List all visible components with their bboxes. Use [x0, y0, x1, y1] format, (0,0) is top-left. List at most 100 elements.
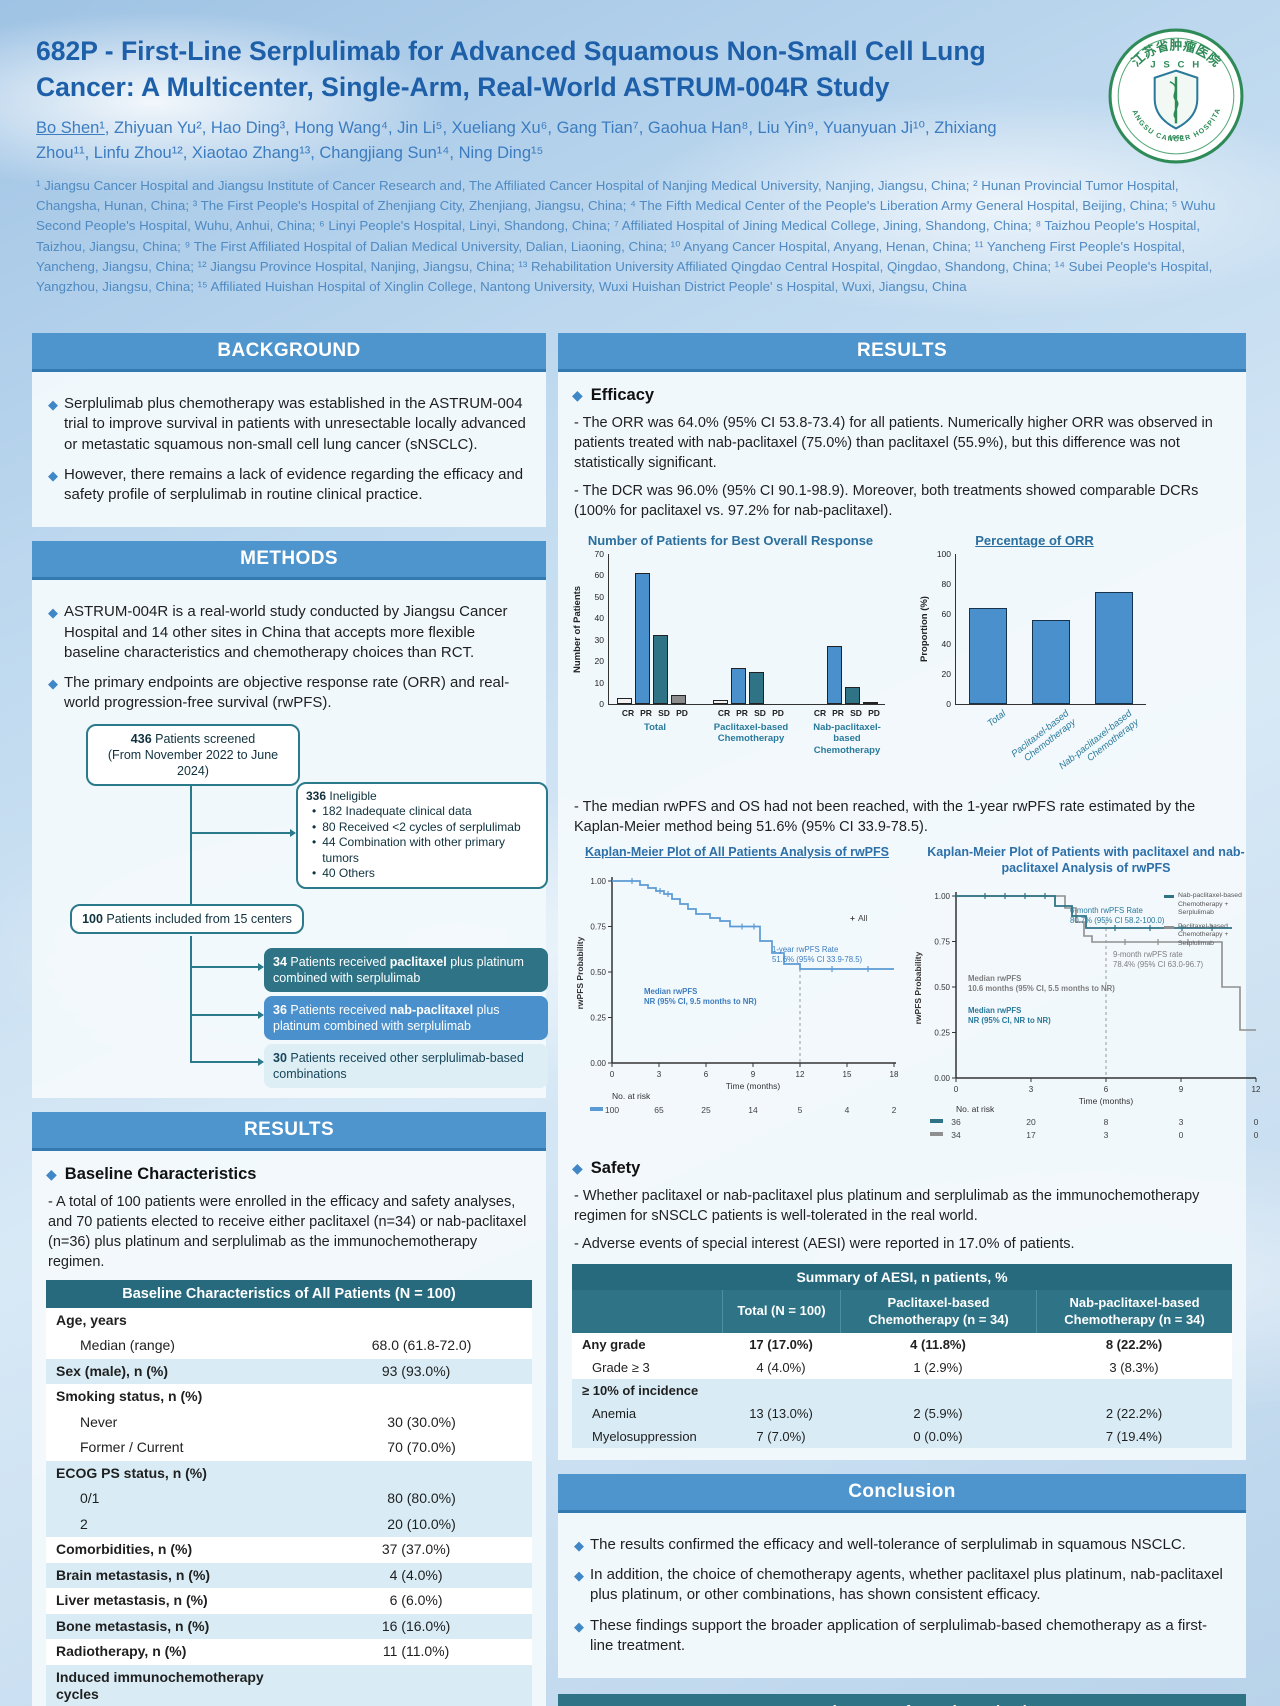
bor-group-nab-paclitaxel	[805, 554, 881, 704]
bor-plot-area	[608, 554, 885, 705]
efficacy-paragraph-3: - The median rwPFS and OS had not been r…	[574, 799, 1196, 835]
orr-y-ticks: 100 80 60 40 20 0	[936, 549, 951, 709]
km2-paclitaxel-curve	[956, 895, 1256, 1032]
hospital-logo: 江苏省肿瘤医院 J S C H 1960 JIANGSU CANCER HOSP…	[1106, 26, 1244, 164]
flow-box-screened: 436 Patients screened (From November 202…	[86, 723, 300, 787]
table-row: Liver metastasis, n (%) 6 (6.0%)	[46, 1588, 532, 1614]
diamond-icon: ◆	[48, 605, 58, 621]
methods-bullet-1: ◆ ASTRUM-004R is a real-world study cond…	[48, 602, 530, 663]
results-left-header: RESULTS	[32, 1111, 546, 1151]
conclusion-bullet-1: ◆ The results confirmed the efficacy and…	[574, 1535, 1230, 1555]
svg-text:0.50: 0.50	[590, 968, 606, 977]
efficacy-heading: ◆ Efficacy	[572, 386, 655, 404]
aesi-cell: 4 (4.0%)	[722, 1355, 840, 1379]
page-title: 682P - First-Line Serplulimab for Advanc…	[36, 36, 986, 102]
orr-y-axis-label: Proportion (%)	[919, 596, 930, 663]
svg-text:12: 12	[1252, 1085, 1261, 1094]
aesi-cell: 7 (7.0%)	[722, 1424, 840, 1448]
bar-orr-nab-paclitaxel	[1095, 591, 1134, 704]
km1-xlabel: Time (months)	[726, 1081, 781, 1091]
table-row: Never 30 (30.0%)	[46, 1409, 532, 1435]
aesi-cell: 3 (8.3%)	[1036, 1355, 1232, 1379]
km1-plot: rwPFS Probability 1.00 0.75 0.50 0.25 0.	[575, 876, 899, 1115]
flow-box-other-arm: 30 Patients received other serplulimab-b…	[264, 1043, 548, 1088]
presenter-contact: Prof. Bo Shen, shenbo987@126.com	[876, 1703, 1141, 1706]
svg-text:0: 0	[1254, 1130, 1259, 1140]
table-row: Brain metastasis, n (%) 4 (4.0%)	[46, 1562, 532, 1588]
bar-pac-cr	[712, 699, 728, 704]
diamond-icon: ◆	[572, 1160, 583, 1177]
plus-marker-icon: +	[850, 912, 855, 923]
svg-text:0: 0	[1254, 1117, 1259, 1127]
bar-nab-pd	[862, 701, 878, 704]
aesi-cell: 1 (2.9%)	[840, 1355, 1036, 1379]
results-right-panel: ◆ Efficacy - The ORR was 64.0% (95% CI 5…	[558, 372, 1261, 1460]
km2-6month-annotation: 6-month rwPFS Rate 80.7% (95% CI 58.2-10…	[1070, 906, 1165, 926]
logo-year: 1960	[1169, 135, 1184, 142]
km1-title: Kaplan-Meier Plot of All Patients Analys…	[585, 845, 889, 859]
ineligible-item: • 182 Inadequate clinical data	[312, 804, 472, 819]
presenter-footer: Presenter & Correspondence: Prof. Bo She…	[558, 1694, 1246, 1706]
background-bullet-2: ◆ However, there remains a lack of evide…	[48, 465, 530, 506]
diamond-icon: ◆	[48, 467, 58, 483]
km2-x-ticks: 0 3 6 9 12	[954, 1078, 1261, 1094]
km1-risk-label: No. at risk	[612, 1091, 651, 1101]
table-row: ECOG PS status, n (%)	[46, 1460, 532, 1486]
km2-nab-paclitaxel-curve	[956, 895, 1232, 930]
conclusion-bullet-2: ◆ In addition, the choice of chemotherap…	[574, 1565, 1230, 1606]
flow-box-paclitaxel-arm: 34 Patients received paclitaxel plus pla…	[264, 947, 548, 992]
aesi-cell: 13 (13.0%)	[722, 1401, 840, 1425]
orr-chart-title: Percentage of ORR	[975, 533, 1094, 548]
svg-text:25: 25	[701, 1105, 711, 1115]
table-row: Age, years	[46, 1307, 532, 1333]
km1-legend: + All	[850, 912, 868, 923]
svg-text:6: 6	[1104, 1085, 1109, 1094]
conclusion-panel: ◆ The results confirmed the efficacy and…	[558, 1512, 1246, 1678]
presenter-label: Presenter & Correspondence:	[663, 1703, 876, 1706]
km2-plot: rwPFS Probability 1.00 0.75 0.50 0.25 0.	[913, 892, 1261, 1140]
svg-text:3: 3	[1104, 1130, 1109, 1140]
flow-arrow	[290, 828, 296, 837]
svg-text:0.75: 0.75	[590, 922, 606, 931]
patient-flowchart: 436 Patients screened (From November 202…	[46, 723, 548, 1088]
bor-y-axis-label: Number of Patients	[572, 585, 583, 674]
bor-group-total	[613, 554, 689, 704]
diamond-icon: ◆	[46, 1165, 57, 1182]
svg-text:0.00: 0.00	[934, 1074, 950, 1083]
km2-median-pac-annotation: Median rwPFS 10.6 months (95% CI, 5.5 mo…	[968, 974, 1115, 994]
svg-text:9: 9	[1179, 1085, 1184, 1094]
bar-orr-total	[968, 608, 1007, 704]
aesi-row-label: Grade ≥ 3	[572, 1355, 722, 1379]
diamond-icon: ◆	[48, 676, 58, 691]
ineligible-item: • 44 Combination with other primary tumor…	[312, 835, 505, 865]
km2-nab-paclitaxel-censors	[984, 893, 1213, 932]
efficacy-paragraph-1: - The ORR was 64.0% (95% CI 53.8-73.4) f…	[574, 415, 1213, 471]
logo-snake	[1169, 81, 1179, 119]
best-overall-response-chart: Number of Patients for Best Overall Resp…	[572, 533, 889, 789]
aesi-col-header	[572, 1290, 722, 1333]
svg-text:65: 65	[654, 1105, 664, 1115]
left-column: BACKGROUND ◆ Serplulimab plus chemothera…	[32, 333, 548, 1706]
background-header: BACKGROUND	[32, 333, 546, 372]
bar-pac-sd	[748, 671, 764, 704]
aesi-cell: 4 (11.8%)	[840, 1332, 1036, 1356]
aesi-col-header: Total (N = 100)	[722, 1290, 840, 1333]
km2-title: Kaplan-Meier Plot of Patients with pacli…	[927, 845, 1245, 875]
results-right-header: RESULTS	[558, 333, 1246, 372]
svg-text:0.25: 0.25	[934, 1029, 950, 1038]
table-row: Median (range) 68.0 (61.8-72.0)	[46, 1333, 532, 1359]
aesi-cell	[840, 1378, 1036, 1402]
aesi-col-header: Nab-paclitaxel-based Chemotherapy (n = 3…	[1036, 1290, 1232, 1333]
diamond-icon: ◆	[574, 1618, 584, 1634]
baseline-heading: ◆ Baseline Characteristics	[46, 1164, 257, 1183]
aesi-row-label: ≥ 10% of incidence	[572, 1378, 722, 1402]
conclusion-section: Conclusion ◆ The results confirmed the e…	[558, 1473, 1246, 1678]
methods-bullet-2: ◆ The primary endpoints are objective re…	[48, 673, 530, 714]
svg-text:2: 2	[892, 1105, 897, 1115]
baseline-intro: - A total of 100 patients were enrolled …	[48, 1193, 527, 1270]
km1-risk-numbers: 100 65 25 14 5 4 2	[605, 1105, 897, 1115]
km1-y-ticks: 1.00 0.75 0.50 0.25 0.00	[590, 877, 612, 1068]
flow-box-ineligible: 336 Ineligible • 182 Inadequate clinical …	[296, 781, 548, 890]
results-left-section: RESULTS ◆ Baseline Characteristics - A t…	[32, 1111, 546, 1706]
km2-risk-marker-nab	[930, 1119, 943, 1124]
